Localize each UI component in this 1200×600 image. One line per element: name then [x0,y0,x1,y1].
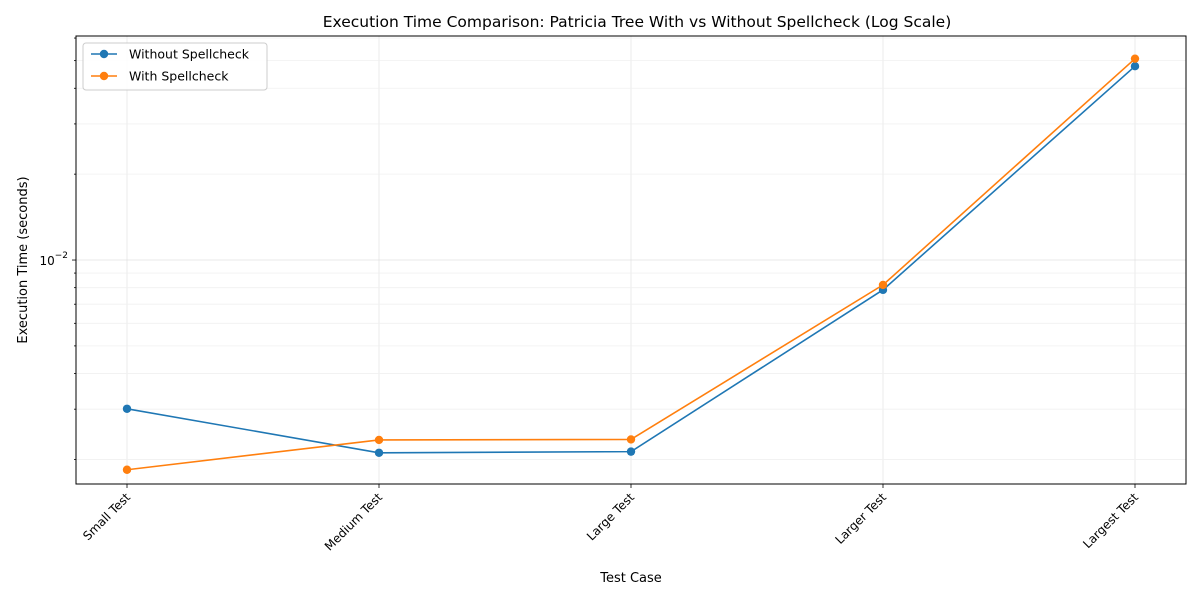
chart-title: Execution Time Comparison: Patricia Tree… [323,13,952,31]
data-point [122,465,132,474]
data-point [374,435,384,445]
data-point [626,447,636,456]
grid [76,36,1186,484]
data-point [626,435,636,444]
x-tick-label: Larger Test [832,490,889,547]
x-tick-label: Largest Test [1080,490,1141,551]
data-point [1130,62,1140,71]
legend: Without Spellcheck With Spellcheck [82,42,268,91]
x-axis-label: Test Case [599,571,662,586]
x-tick-label: Small Test [80,490,133,543]
legend-label: With Spellcheck [129,69,229,84]
legend-marker [99,49,109,59]
y-axis-label: Execution Time (seconds) [16,176,31,343]
data-point [122,404,132,413]
y-tick-label: 10−2 [39,251,68,268]
x-tick-label: Large Test [584,490,637,543]
data-point [878,280,888,290]
x-tick-label: Medium Test [322,490,385,553]
legend-frame [82,42,268,91]
data-point [1130,54,1140,63]
legend-marker [99,71,109,81]
data-point [374,448,384,457]
series-lines [122,54,1140,474]
legend-label: Without Spellcheck [129,47,250,62]
y-axis: 10−2 [39,37,76,460]
x-axis: Small Test Medium Test Large Test Larger Te… [80,484,1141,553]
